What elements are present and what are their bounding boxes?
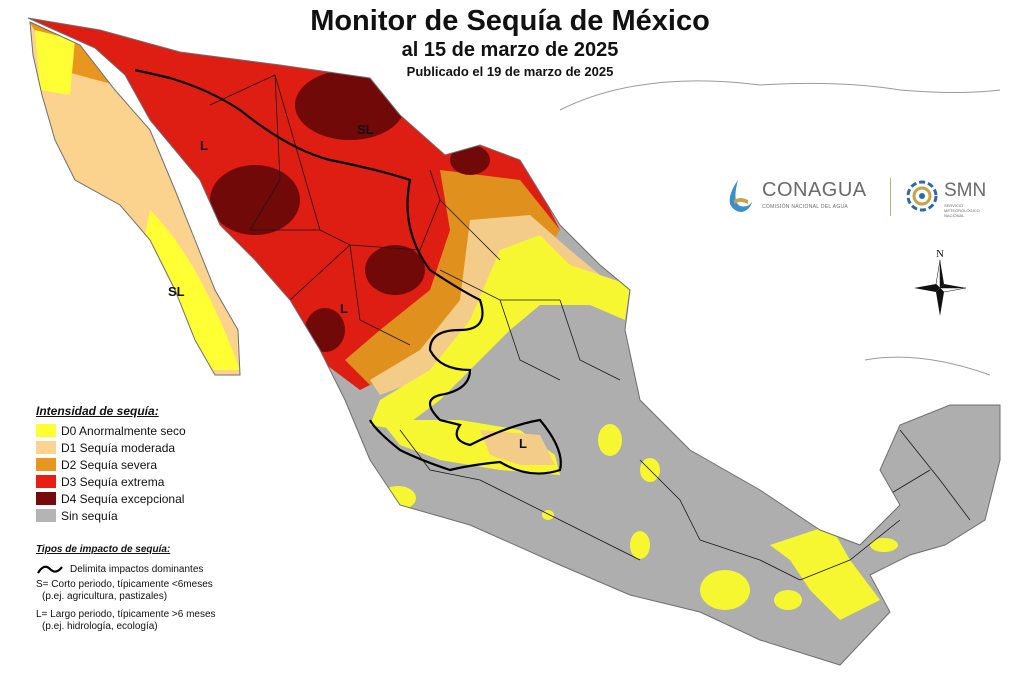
publication-date: Publicado el 19 de marzo de 2025	[406, 64, 614, 79]
title-block: Monitor de Sequía de México al 15 de mar…	[300, 4, 720, 82]
mainland-coast	[27, 17, 1001, 666]
legend-swatch	[36, 492, 56, 505]
legend-item: D3 Sequía extrema	[36, 473, 326, 490]
water-drop-icon	[729, 180, 752, 212]
legend-label: D3 Sequía extrema	[61, 474, 165, 489]
short-term-impact: S= Corto periodo, típicamente <6meses	[36, 579, 213, 590]
drought-intensity-legend: Intensidad de sequía: D0 Anormalmente se…	[36, 404, 326, 524]
legend-item: D0 Anormalmente seco	[36, 422, 326, 439]
impact-title: Tipos de impacto de sequía:	[36, 544, 171, 555]
legend-swatch	[36, 441, 56, 454]
legend-label: D4 Sequía excepcional	[61, 491, 185, 506]
agency-logos: CONAGUA COMISIÓN NACIONAL DEL AGUA SMN S…	[726, 176, 986, 220]
legend-label: D2 Sequía severa	[61, 457, 158, 472]
legend-swatch	[36, 509, 56, 522]
compass-rose: N	[910, 248, 970, 316]
legend-title: Intensidad de sequía:	[36, 404, 159, 418]
legend-item: D4 Sequía excepcional	[36, 490, 326, 507]
map-label-chihuahua: SL	[357, 122, 374, 137]
legend-item: D1 Sequía moderada	[36, 439, 326, 456]
map-label-baja-sur: SL	[168, 284, 185, 299]
baja-coast	[29, 21, 241, 376]
map-title: Monitor de Sequía de México	[310, 5, 710, 37]
legend-label: D1 Sequía moderada	[61, 440, 176, 455]
conagua-subtitle: COMISIÓN NACIONAL DEL AGUA	[762, 204, 849, 210]
legend-item: Sin sequía	[36, 507, 326, 524]
impact-line-label: Delimita impactos dominantes	[70, 564, 204, 575]
conagua-logo: CONAGUA COMISIÓN NACIONAL DEL AGUA	[726, 176, 876, 220]
impact-types-legend: Tipos de impacto de sequía: Delimita imp…	[36, 544, 336, 633]
map-date: al 15 de marzo de 2025	[401, 39, 619, 61]
smn-subtitle: SERVICIO METEOROLÓGICO NACIONAL	[944, 203, 980, 218]
conagua-name: CONAGUA	[762, 179, 867, 201]
logo-divider	[890, 178, 891, 216]
compass-star-icon	[914, 260, 967, 316]
cuba-outline	[864, 356, 991, 376]
map-label-sonora: L	[200, 138, 208, 153]
map-label-bajio: L	[519, 436, 527, 451]
legend-swatch	[36, 475, 56, 488]
smn-emblem-icon	[906, 180, 938, 212]
smn-name: SMN	[944, 180, 987, 201]
long-term-impact: L= Largo periodo, típicamente >6 meses	[36, 609, 216, 620]
legend-label: D0 Anormalmente seco	[61, 423, 186, 438]
legend-swatch	[36, 458, 56, 471]
legend-item: D2 Sequía severa	[36, 456, 326, 473]
short-term-example: (p.ej. agricultura, pastizales)	[42, 591, 168, 602]
usa-coastline	[559, 80, 1001, 111]
impact-line-legend: Delimita impactos dominantes	[36, 563, 336, 577]
compass-north-label: N	[936, 248, 944, 260]
legend-swatch	[36, 424, 56, 437]
impact-line-icon	[37, 565, 63, 574]
map-label-sinaloa: L	[340, 301, 348, 316]
long-term-example: (p.ej. hidrología, ecología)	[42, 621, 158, 632]
legend-label: Sin sequía	[61, 508, 118, 523]
smn-logo: SMN SERVICIO METEOROLÓGICO NACIONAL	[904, 176, 986, 220]
